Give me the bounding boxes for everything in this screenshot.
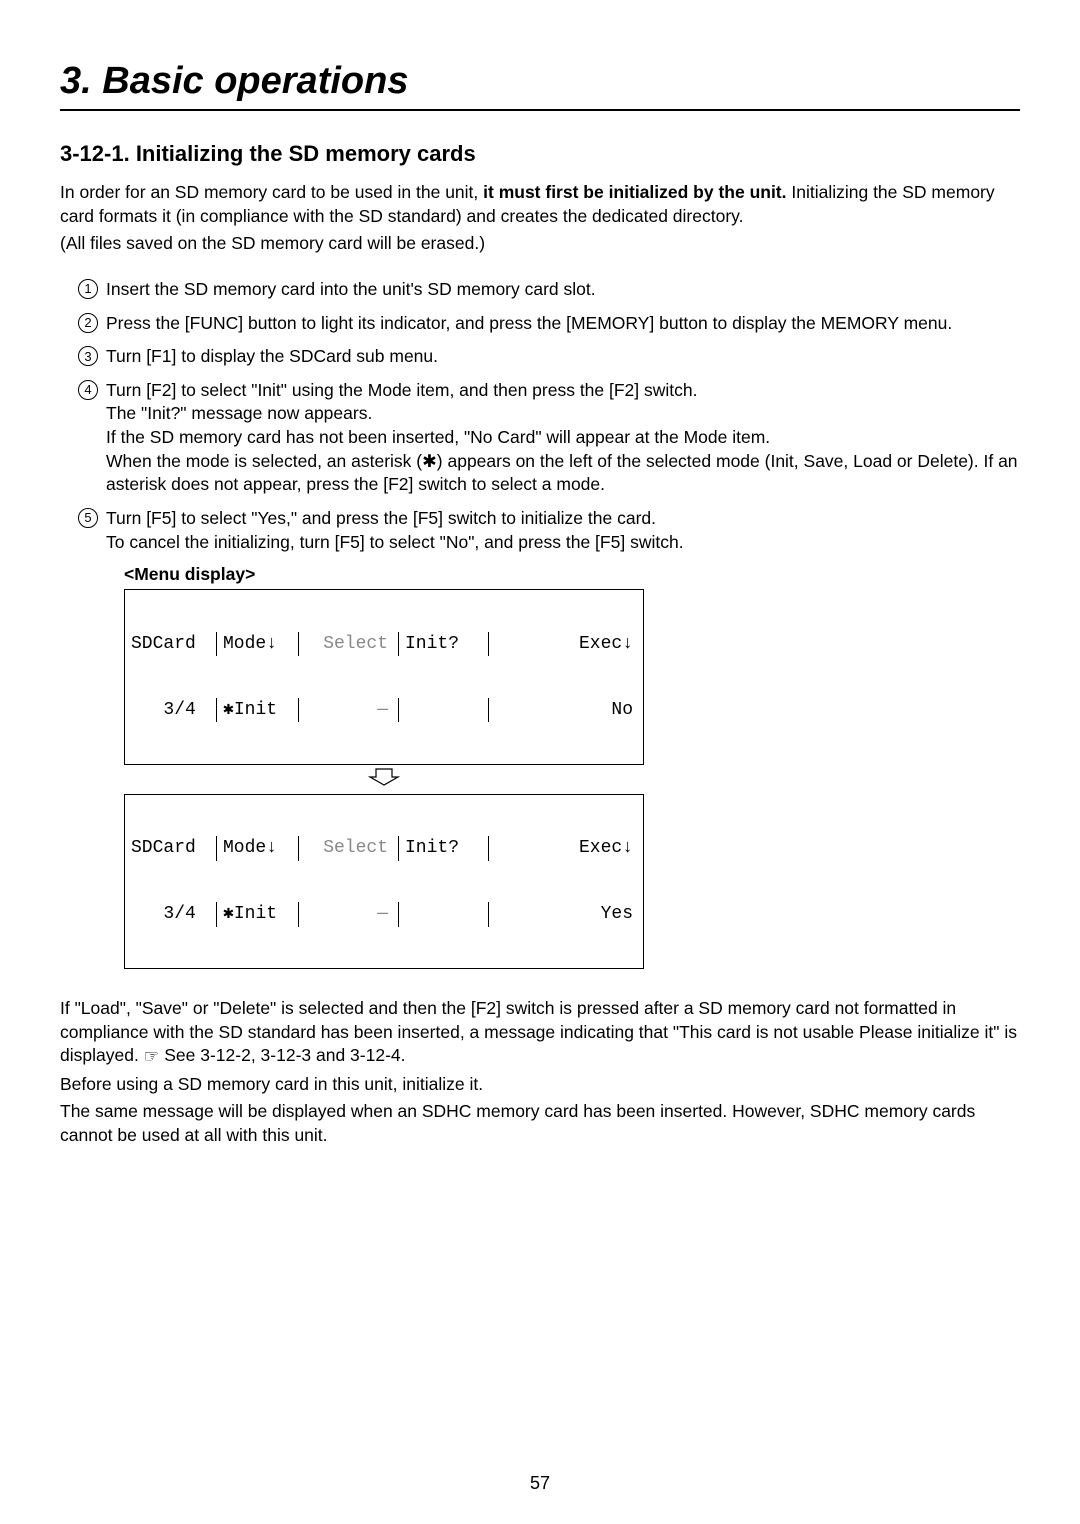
step-body: Press the [FUNC] button to light its ind… [106,312,1020,336]
menu-cell: ✱Init [217,698,299,723]
step-number-badge: 3 [78,346,98,366]
menu-cell: Mode↓ [217,836,299,861]
menu-cell: — [299,698,399,723]
step-1: 1 Insert the SD memory card into the uni… [78,278,1020,302]
step-2: 2 Press the [FUNC] button to light its i… [78,312,1020,336]
menu-cell [399,902,489,927]
step-body: Turn [F1] to display the SDCard sub menu… [106,345,1020,369]
menu-table-2: SDCard Mode↓ Select Init? Exec↓ 3/4 ✱Ini… [124,794,644,970]
menu-cell: Select [299,632,399,657]
step-body: Insert the SD memory card into the unit'… [106,278,1020,302]
menu-cell: No [489,698,643,723]
intro-paragraph: In order for an SD memory card to be use… [60,181,1020,256]
step-line: To cancel the initializing, turn [F5] to… [106,531,1020,555]
after-p3: The same message will be displayed when … [60,1100,1020,1147]
intro-text-a: In order for an SD memory card to be use… [60,182,483,202]
menu-cell: Select [299,836,399,861]
menu-cell: ✱Init [217,902,299,927]
menu-display-label: <Menu display> [124,564,1020,585]
step-4: 4 Turn [F2] to select "Init" using the M… [78,379,1020,497]
menu-cell: — [299,902,399,927]
menu-cell: 3/4 [125,902,217,927]
menu-cell: Init? [399,836,489,861]
pointing-hand-icon: ☞ [144,1045,160,1069]
menu-cell: Exec↓ [489,632,643,657]
step-number-badge: 2 [78,313,98,333]
step-number-badge: 5 [78,508,98,528]
chapter-title: 3. Basic operations [60,60,1020,111]
intro-text-b: it must first be initialized by the unit… [483,182,786,202]
menu-cell: Exec↓ [489,836,643,861]
menu-cell: SDCard [125,836,217,861]
menu-cell: Mode↓ [217,632,299,657]
step-number-badge: 4 [78,380,98,400]
menu-table-1: SDCard Mode↓ Select Init? Exec↓ 3/4 ✱Ini… [124,589,644,765]
intro-text-2: (All files saved on the SD memory card w… [60,232,1020,256]
step-5: 5 Turn [F5] to select "Yes," and press t… [78,507,1020,554]
step-line: When the mode is selected, an asterisk (… [106,450,1020,497]
step-line: The "Init?" message now appears. [106,402,1020,426]
after-p2: Before using a SD memory card in this un… [60,1073,1020,1097]
step-line: If the SD memory card has not been inser… [106,426,1020,450]
section-title: 3-12-1. Initializing the SD memory cards [60,141,1020,167]
menu-cell: SDCard [125,632,217,657]
steps-list: 1 Insert the SD memory card into the uni… [78,278,1020,969]
menu-cell [399,698,489,723]
step-number-badge: 1 [78,279,98,299]
menu-cell: 3/4 [125,698,217,723]
menu-cell: Yes [489,902,643,927]
step-3: 3 Turn [F1] to display the SDCard sub me… [78,345,1020,369]
down-arrow-icon [124,765,644,794]
step-line: Turn [F2] to select "Init" using the Mod… [106,379,1020,403]
step-body: Turn [F2] to select "Init" using the Mod… [106,379,1020,497]
menu-cell: Init? [399,632,489,657]
menu-display-block: <Menu display> SDCard Mode↓ Select Init?… [124,564,1020,969]
after-p1b: See 3-12-2, 3-12-3 and 3-12-4. [159,1045,405,1065]
step-line: Turn [F5] to select "Yes," and press the… [106,507,1020,531]
page-number: 57 [0,1473,1080,1494]
step-body: Turn [F5] to select "Yes," and press the… [106,507,1020,554]
after-paragraphs: If "Load", "Save" or "Delete" is selecte… [60,997,1020,1147]
